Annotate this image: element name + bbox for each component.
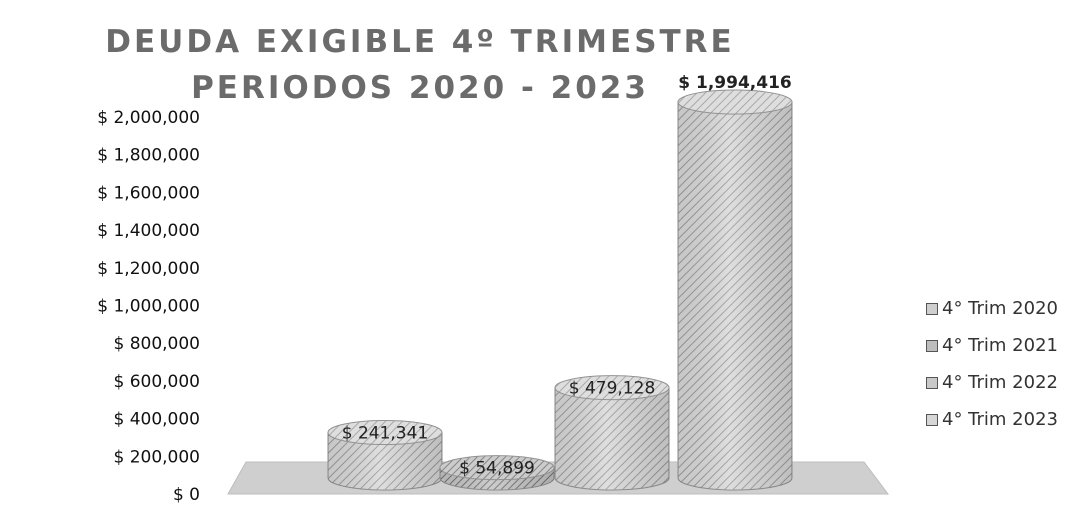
- legend-label: 4° Trim 2021: [942, 335, 1058, 356]
- bar-shade: [678, 102, 792, 490]
- y-tick-label: $ 1,600,000: [97, 183, 200, 203]
- y-tick-label: $ 800,000: [113, 334, 200, 354]
- y-tick-label: $ 600,000: [113, 372, 200, 392]
- y-tick-label: $ 1,400,000: [97, 221, 200, 241]
- legend-item: 4° Trim 2023: [926, 401, 1058, 438]
- y-axis: $ 0 $ 200,000 $ 400,000 $ 600,000 $ 800,000 $…: [97, 108, 200, 505]
- y-tick-label: $ 1,000,000: [97, 297, 200, 317]
- data-label: $ 54,899: [459, 459, 535, 479]
- legend-swatch: [926, 340, 938, 352]
- data-label: $ 241,341: [342, 424, 429, 444]
- legend-item: 4° Trim 2021: [926, 327, 1058, 364]
- legend-swatch: [926, 303, 938, 315]
- legend-swatch: [926, 377, 938, 389]
- legend-label: 4° Trim 2022: [942, 372, 1058, 393]
- legend: 4° Trim 2020 4° Trim 2021 4° Trim 2022 4° T…: [926, 290, 1058, 438]
- y-tick-label: $ 1,800,000: [97, 146, 200, 166]
- legend-item: 4° Trim 2022: [926, 364, 1058, 401]
- bar-top-cap-shade: [678, 90, 792, 114]
- y-tick-label: $ 200,000: [113, 447, 200, 467]
- y-tick-label: $ 1,200,000: [97, 259, 200, 279]
- bar-4-trim-2023: [678, 90, 792, 490]
- y-tick-label: $ 0: [173, 485, 200, 505]
- data-label: $ 1,994,416: [678, 73, 791, 93]
- y-tick-label: $ 400,000: [113, 410, 200, 430]
- legend-swatch: [926, 414, 938, 426]
- legend-label: 4° Trim 2020: [942, 298, 1058, 319]
- legend-item: 4° Trim 2020: [926, 290, 1058, 327]
- data-label: $ 479,128: [569, 379, 656, 399]
- legend-label: 4° Trim 2023: [942, 409, 1058, 430]
- bar-shade: [555, 388, 669, 490]
- y-tick-label: $ 2,000,000: [97, 108, 200, 128]
